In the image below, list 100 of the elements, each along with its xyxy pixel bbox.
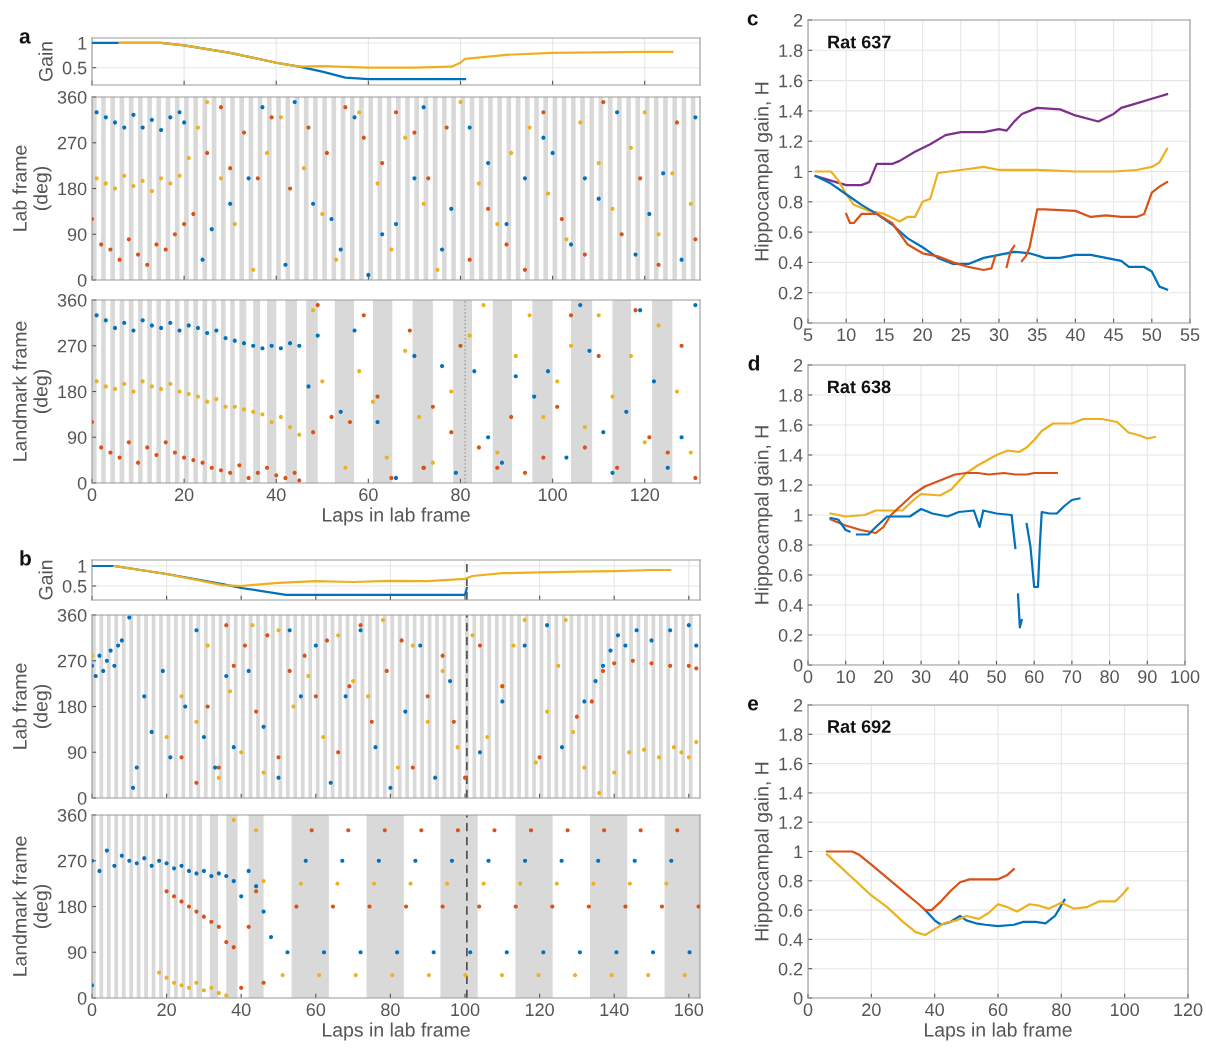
y-tick-label: 90 bbox=[67, 746, 87, 759]
y-tick-label: 2 bbox=[794, 358, 803, 372]
x-tick-label: 45 bbox=[1103, 328, 1123, 342]
x-tick-label: 30 bbox=[911, 670, 931, 684]
y-tick-label: 360 bbox=[57, 293, 87, 307]
y-axis-title: Hippocampal gain, H bbox=[754, 426, 773, 604]
x-tick-label: 10 bbox=[837, 670, 856, 684]
y-tick-label: 360 bbox=[57, 808, 87, 822]
y-tick-label: 0.4 bbox=[778, 598, 803, 612]
y-tick-label: 1.6 bbox=[779, 418, 803, 432]
x-tick-label: 60 bbox=[988, 1003, 1008, 1017]
chart-title: e bbox=[748, 699, 759, 711]
x-tick-label: 40 bbox=[231, 1003, 251, 1017]
y-tick-label: 1.8 bbox=[779, 44, 803, 58]
x-tick-label: 70 bbox=[1062, 670, 1082, 684]
y-tick-label: 1.2 bbox=[779, 478, 803, 492]
y-tick-label: 0.4 bbox=[778, 256, 803, 270]
y-tick-label: 1 bbox=[794, 845, 803, 859]
x-tick-label: 120 bbox=[1174, 1003, 1203, 1017]
y-tick-label: 2 bbox=[794, 13, 803, 27]
y-tick-label: 0.6 bbox=[778, 226, 803, 239]
x-tick-label: 20 bbox=[157, 1003, 176, 1017]
annotation: Rat 692 bbox=[828, 720, 891, 733]
y-axis-title: Gain bbox=[38, 560, 53, 600]
x-tick-label: 5 bbox=[803, 328, 813, 342]
chart-title: c bbox=[747, 14, 758, 26]
x-tick-label: 160 bbox=[675, 1003, 704, 1017]
y-tick-label: 1 bbox=[78, 37, 87, 50]
y-tick-label: 270 bbox=[57, 339, 87, 353]
y-tick-label: 0 bbox=[793, 991, 803, 1005]
x-tick-label: 15 bbox=[875, 328, 894, 342]
y-tick-label: 90 bbox=[67, 946, 87, 959]
y-tick-label: 0.5 bbox=[62, 61, 87, 75]
x-tick-label: 35 bbox=[1027, 328, 1047, 342]
x-tick-label: 20 bbox=[913, 328, 932, 342]
x-tick-label: 0 bbox=[87, 488, 97, 502]
y-tick-label: 1.8 bbox=[779, 728, 803, 742]
x-tick-label: 40 bbox=[1065, 328, 1085, 342]
x-tick-label: 90 bbox=[1138, 670, 1157, 684]
y-tick-label: 270 bbox=[57, 854, 87, 868]
y-tick-label: 0 bbox=[77, 273, 87, 287]
x-axis-title: Laps in lab frame bbox=[925, 1022, 1072, 1041]
x-tick-label: 80 bbox=[451, 488, 470, 502]
chart-title: a bbox=[19, 32, 31, 44]
y-tick-label: 90 bbox=[67, 228, 87, 241]
y-tick-label: 0 bbox=[77, 991, 87, 1005]
x-tick-label: 50 bbox=[987, 670, 1006, 684]
y-tick-label: 1.4 bbox=[779, 449, 803, 462]
y-tick-label: 270 bbox=[57, 136, 87, 150]
x-tick-label: 20 bbox=[174, 488, 194, 502]
annotation: Rat 638 bbox=[828, 380, 891, 394]
x-tick-label: 40 bbox=[925, 1003, 944, 1017]
x-tick-label: 120 bbox=[631, 488, 660, 502]
x-tick-label: 25 bbox=[951, 328, 971, 342]
y-tick-label: 0.8 bbox=[778, 874, 803, 888]
y-tick-label: 0 bbox=[793, 316, 803, 330]
chart-title: d bbox=[748, 355, 760, 371]
y-tick-label: 1.4 bbox=[779, 105, 803, 118]
y-tick-label: 2 bbox=[794, 698, 803, 712]
annotation: Rat 637 bbox=[828, 35, 891, 49]
y-tick-label: 0.5 bbox=[62, 579, 87, 593]
x-tick-label: 55 bbox=[1180, 328, 1200, 342]
y-axis-title: Hippocampal gain, H bbox=[754, 762, 773, 941]
y-tick-label: 0.8 bbox=[778, 195, 803, 209]
y-tick-label: 0 bbox=[793, 658, 803, 672]
x-tick-label: 120 bbox=[525, 1003, 554, 1017]
y-tick-label: 360 bbox=[57, 608, 87, 622]
y-tick-label: 1.8 bbox=[779, 388, 803, 402]
y-axis-title: Gain bbox=[38, 42, 53, 82]
x-tick-label: 20 bbox=[874, 670, 893, 684]
x-tick-label: 80 bbox=[381, 1003, 400, 1017]
y-tick-label: 0.2 bbox=[778, 628, 803, 642]
x-axis-title: Laps in lab frame bbox=[323, 1022, 470, 1041]
x-tick-label: 0 bbox=[87, 1003, 97, 1017]
y-axis-title: Lab frame (deg) bbox=[12, 145, 52, 231]
x-axis-title: Laps in lab frame bbox=[323, 507, 470, 526]
chart-title: b bbox=[20, 550, 31, 566]
x-tick-label: 80 bbox=[1100, 670, 1119, 684]
y-tick-label: 0.6 bbox=[778, 568, 803, 582]
y-tick-label: 1 bbox=[794, 509, 803, 522]
y-tick-label: 0.4 bbox=[778, 933, 803, 947]
y-tick-label: 1.2 bbox=[779, 816, 803, 829]
x-tick-label: 50 bbox=[1142, 328, 1162, 342]
y-tick-label: 180 bbox=[58, 700, 87, 714]
y-axis-title: Hippocampal gain, H bbox=[754, 82, 773, 261]
x-tick-label: 40 bbox=[266, 488, 286, 502]
y-tick-label: 1.6 bbox=[779, 757, 803, 771]
x-tick-label: 0 bbox=[803, 1003, 813, 1017]
y-tick-label: 0.8 bbox=[778, 538, 803, 552]
y-axis-title: Landmark frame (deg) bbox=[12, 321, 52, 461]
y-tick-label: 0.2 bbox=[778, 962, 803, 976]
y-tick-label: 1.2 bbox=[779, 135, 803, 148]
y-axis-title: Lab frame (deg) bbox=[12, 663, 52, 749]
x-tick-label: 140 bbox=[600, 1003, 629, 1017]
y-tick-label: 180 bbox=[58, 385, 87, 399]
x-tick-label: 20 bbox=[862, 1003, 881, 1017]
x-tick-label: 100 bbox=[1171, 670, 1200, 684]
x-tick-label: 60 bbox=[306, 1003, 326, 1017]
x-tick-label: 100 bbox=[1110, 1003, 1140, 1017]
x-tick-label: 60 bbox=[1025, 670, 1044, 684]
